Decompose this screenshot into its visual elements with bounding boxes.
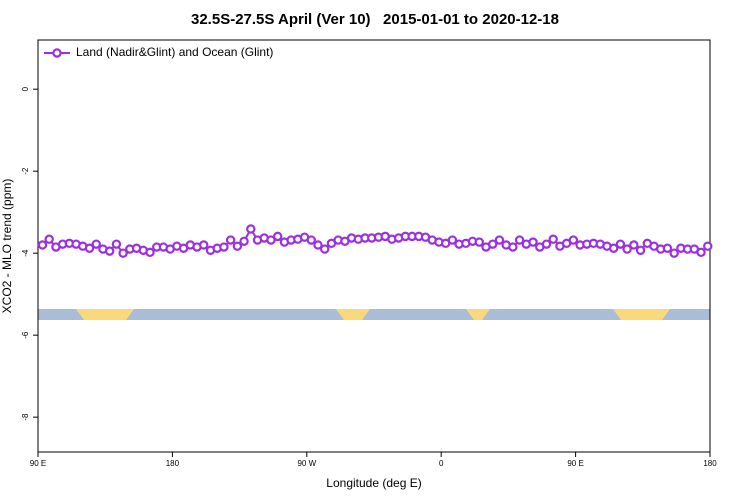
data-point <box>608 243 619 253</box>
land <box>336 309 370 320</box>
x-tick-label: 0 <box>439 459 444 468</box>
data-point <box>306 235 316 245</box>
y-tick-label: -2 <box>21 167 30 175</box>
data-point <box>622 244 632 254</box>
data-point <box>37 240 48 250</box>
x-tick-label: 90 W <box>297 459 316 468</box>
y-axis-label: XCO2 - MLO trend (ppm) <box>0 179 14 314</box>
data-point <box>488 239 498 249</box>
land <box>613 309 670 320</box>
data-point <box>615 239 626 249</box>
x-tick-label: 90 E <box>30 459 46 468</box>
data-point <box>104 246 115 256</box>
data-point <box>320 244 330 254</box>
y-tick-label: 0 <box>21 86 30 91</box>
chart-title: 32.5S-27.5S April (Ver 10) 2015-01-01 to… <box>191 11 559 28</box>
data-point <box>111 239 122 249</box>
legend-marker <box>52 48 62 58</box>
data-point <box>272 231 283 242</box>
data-point <box>568 235 579 245</box>
data-point <box>225 235 236 245</box>
data-point <box>447 235 458 245</box>
data-point <box>528 237 538 247</box>
y-tick-label: -4 <box>21 249 30 257</box>
land-ocean-strip <box>38 309 710 320</box>
x-axis-label: Longitude (deg E) <box>326 476 421 490</box>
data-point <box>232 241 243 251</box>
data-point <box>219 242 229 252</box>
x-tick-label: 180 <box>166 459 180 468</box>
legend-label: Land (Nadir&Glint) and Ocean (Glint) <box>76 45 273 59</box>
data-point <box>514 235 525 245</box>
x-tick-label: 180 <box>703 459 717 468</box>
data-point <box>84 243 95 253</box>
data-point <box>696 247 706 258</box>
data-point <box>266 235 276 245</box>
data-point <box>541 239 552 249</box>
data-point <box>239 236 249 246</box>
ocean-strip <box>38 309 710 320</box>
data-point <box>669 248 679 258</box>
y-tick-label: -8 <box>21 413 30 421</box>
data-point <box>635 245 646 256</box>
land <box>76 309 134 320</box>
data-point <box>474 237 484 247</box>
data-point <box>199 240 209 250</box>
data-point <box>145 247 155 258</box>
data-point <box>548 234 558 244</box>
data-point <box>494 235 505 245</box>
data-point <box>703 241 713 251</box>
data-point <box>629 240 639 250</box>
data-point <box>91 239 101 249</box>
data-point <box>313 240 323 250</box>
data-point <box>662 243 673 253</box>
data-point <box>44 234 54 244</box>
data-point <box>508 242 518 252</box>
data-point <box>246 224 256 234</box>
y-tick-label: -6 <box>21 331 30 339</box>
data-point <box>118 248 128 258</box>
x-tick-label: 90 E <box>567 459 583 468</box>
land <box>466 309 490 320</box>
